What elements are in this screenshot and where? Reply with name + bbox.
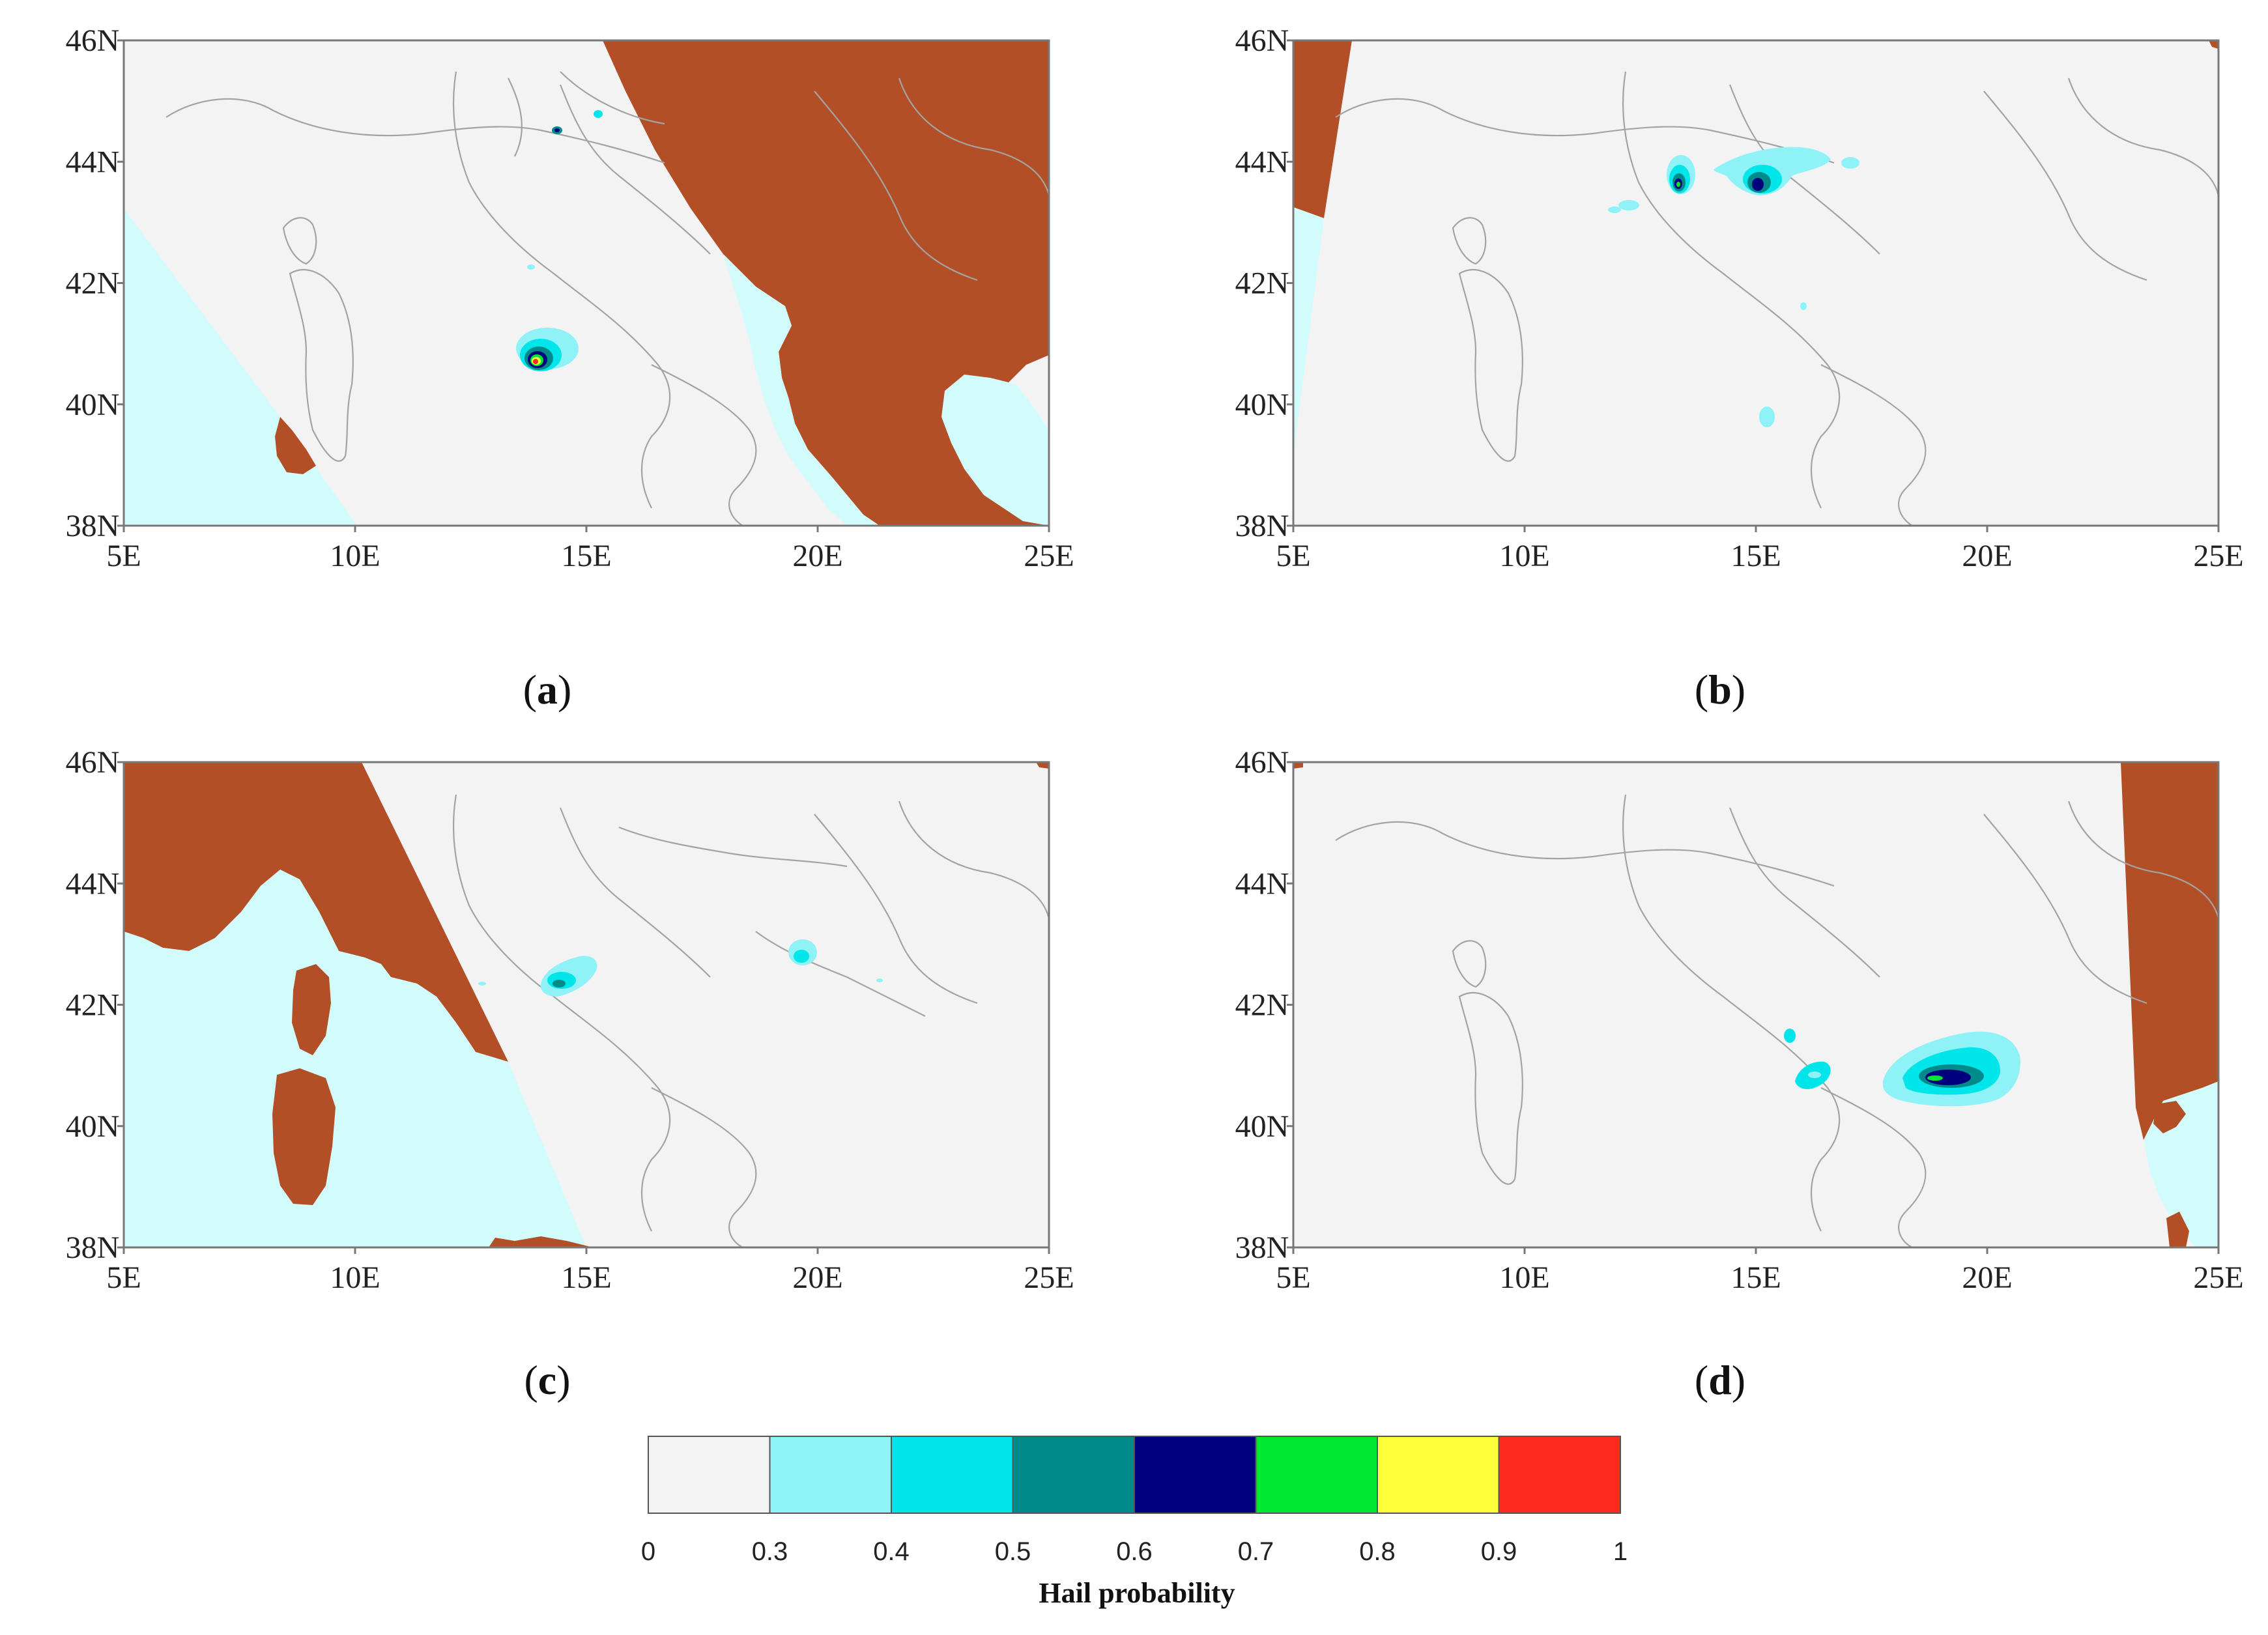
- panel-a-hail-blob-1: [516, 328, 579, 371]
- panel-b-lat-tick-38N: 38N: [1235, 509, 1289, 543]
- panel-d-hail-blobs: [1784, 1029, 2020, 1107]
- panel-a-lat-tick-40N: 40N: [66, 388, 120, 422]
- panel-a-lon-tick-25E: 25E: [1024, 539, 1074, 573]
- panel-a-borders: [165, 71, 1049, 526]
- panel-a-missing-region-east: [603, 40, 1049, 526]
- panel-a-lat-tick-42N: 42N: [66, 266, 120, 301]
- panel-b-lat-tick-46N: 46N: [1235, 23, 1289, 58]
- legend-boundary-8: 1: [1613, 1537, 1628, 1566]
- panel-b-missing-region-corner: [2209, 40, 2218, 49]
- panel-d-borders: [1335, 794, 2218, 1247]
- map-panel-a: [122, 39, 1050, 527]
- legend-boundary-2: 0.4: [873, 1537, 910, 1566]
- panel-a-lat-tick-44N: 44N: [66, 145, 120, 179]
- panel-label-d: (d): [1695, 1357, 1745, 1403]
- panel-d-lon-tick-20E: 20E: [1962, 1260, 2012, 1295]
- panel-c-corsica: [292, 964, 331, 1055]
- legend-swatch-5: [1255, 1436, 1378, 1514]
- panel-b-hail-blobs: [1608, 147, 1859, 427]
- panel-c-lon-tick-10E: 10E: [330, 1260, 380, 1295]
- panel-c-lat-tick-40N: 40N: [66, 1109, 120, 1144]
- panel-b-lat-tick-40N: 40N: [1235, 388, 1289, 422]
- panel-label-c: (c): [524, 1357, 570, 1403]
- panel-b-lon-tick-15E: 15E: [1730, 539, 1781, 573]
- legend-swatch-6: [1377, 1436, 1500, 1514]
- panel-c-missing-region-corner: [1036, 762, 1049, 769]
- panel-d-lon-tick-5E: 5E: [1276, 1260, 1310, 1295]
- panel-b-lon-tick-5E: 5E: [1276, 539, 1310, 573]
- panel-a-lon-tick-5E: 5E: [106, 539, 141, 573]
- panel-c-lat-tick-38N: 38N: [66, 1230, 120, 1265]
- panel-d-lat-tick-40N: 40N: [1235, 1109, 1289, 1144]
- legend-boundary-6: 0.8: [1359, 1537, 1396, 1566]
- panel-d-background: [1293, 762, 2218, 1247]
- panel-b-lat-tick-44N: 44N: [1235, 145, 1289, 179]
- legend-boundary-1: 0.3: [752, 1537, 788, 1566]
- legend-boundary-0: 0: [641, 1537, 655, 1566]
- legend-title: Hail probability: [1039, 1577, 1235, 1609]
- panel-c-lon-tick-25E: 25E: [1024, 1260, 1074, 1295]
- panel-a-lat-tick-46N: 46N: [66, 23, 120, 58]
- panel-d-missing-island: [2153, 1101, 2186, 1133]
- panel-c-sea-west: [124, 870, 586, 1247]
- panel-b-borders: [1335, 71, 2218, 526]
- panel-label-b: (b): [1695, 666, 1745, 713]
- legend-boundary-4: 0.6: [1116, 1537, 1153, 1566]
- panel-c-missing-region-south: [489, 1236, 593, 1247]
- panel-d-missing-region-east: [2121, 762, 2218, 1140]
- panel-c-sardinia: [272, 1068, 336, 1205]
- legend-swatch-0: [648, 1436, 771, 1514]
- panel-b-lon-tick-10E: 10E: [1499, 539, 1549, 573]
- panel-a-lon-tick-15E: 15E: [561, 539, 611, 573]
- panel-d-lon-tick-15E: 15E: [1730, 1260, 1781, 1295]
- panel-a-lon-tick-10E: 10E: [330, 539, 380, 573]
- panel-d-lat-tick-42N: 42N: [1235, 988, 1289, 1023]
- legend-swatch-3: [1012, 1436, 1135, 1514]
- legend-swatch-2: [891, 1436, 1014, 1514]
- panel-a-lon-tick-20E: 20E: [792, 539, 842, 573]
- panel-c-lat-tick-46N: 46N: [66, 745, 120, 780]
- panel-b-lon-tick-25E: 25E: [2193, 539, 2243, 573]
- panel-c-lon-tick-20E: 20E: [792, 1260, 842, 1295]
- panel-d-missing-region-south: [2166, 1212, 2189, 1247]
- panel-c-borders: [452, 794, 1049, 1247]
- panel-c-hail-blobs: [478, 939, 883, 997]
- panel-d-lat-tick-46N: 46N: [1235, 745, 1289, 780]
- panel-b-sea-strip: [1293, 207, 1324, 456]
- panel-d-lon-tick-25E: 25E: [2193, 1260, 2243, 1295]
- panel-d-missing-region-corner: [1293, 762, 1303, 769]
- color-legend: 0 0.3 0.4 0.5 0.6 0.7 0.8 0.9 1 Hail probability: [641, 1436, 1628, 1609]
- panel-c-lat-tick-44N: 44N: [66, 866, 120, 901]
- panel-a-lat-tick-38N: 38N: [66, 509, 120, 543]
- map-panel-d: [1292, 761, 2220, 1249]
- panel-label-a: (a): [523, 666, 572, 713]
- panel-b-missing-region-west: [1293, 40, 1352, 218]
- panel-b-background: [1293, 40, 2218, 526]
- legend-boundary-3: 0.5: [995, 1537, 1031, 1566]
- legend-swatch-7: [1498, 1436, 1621, 1514]
- legend-boundary-5: 0.7: [1238, 1537, 1274, 1566]
- panel-b-lon-tick-20E: 20E: [1962, 539, 2012, 573]
- legend-swatch-4: [1134, 1436, 1257, 1514]
- panel-c-lon-tick-5E: 5E: [106, 1260, 141, 1295]
- panel-a-missing-region-corsica-south: [275, 417, 316, 474]
- panel-a-sea-aegean: [941, 375, 1049, 526]
- map-panel-c: [122, 761, 1050, 1249]
- legend-boundary-7: 0.9: [1481, 1537, 1517, 1566]
- panel-a-sea-strip-adriatic: [723, 254, 880, 526]
- panel-a-hail-blob-2: [527, 110, 603, 270]
- panel-d-lon-tick-10E: 10E: [1499, 1260, 1549, 1295]
- map-panel-b: [1292, 39, 2220, 527]
- panel-d-lat-tick-44N: 44N: [1235, 866, 1289, 901]
- panel-c-lon-tick-15E: 15E: [561, 1260, 611, 1295]
- legend-swatch-1: [769, 1436, 892, 1514]
- panel-b-lat-tick-42N: 42N: [1235, 266, 1289, 301]
- panel-c-lat-tick-42N: 42N: [66, 988, 120, 1023]
- panel-d-lat-tick-38N: 38N: [1235, 1230, 1289, 1265]
- panel-c-missing-region-northwest: [124, 762, 508, 1062]
